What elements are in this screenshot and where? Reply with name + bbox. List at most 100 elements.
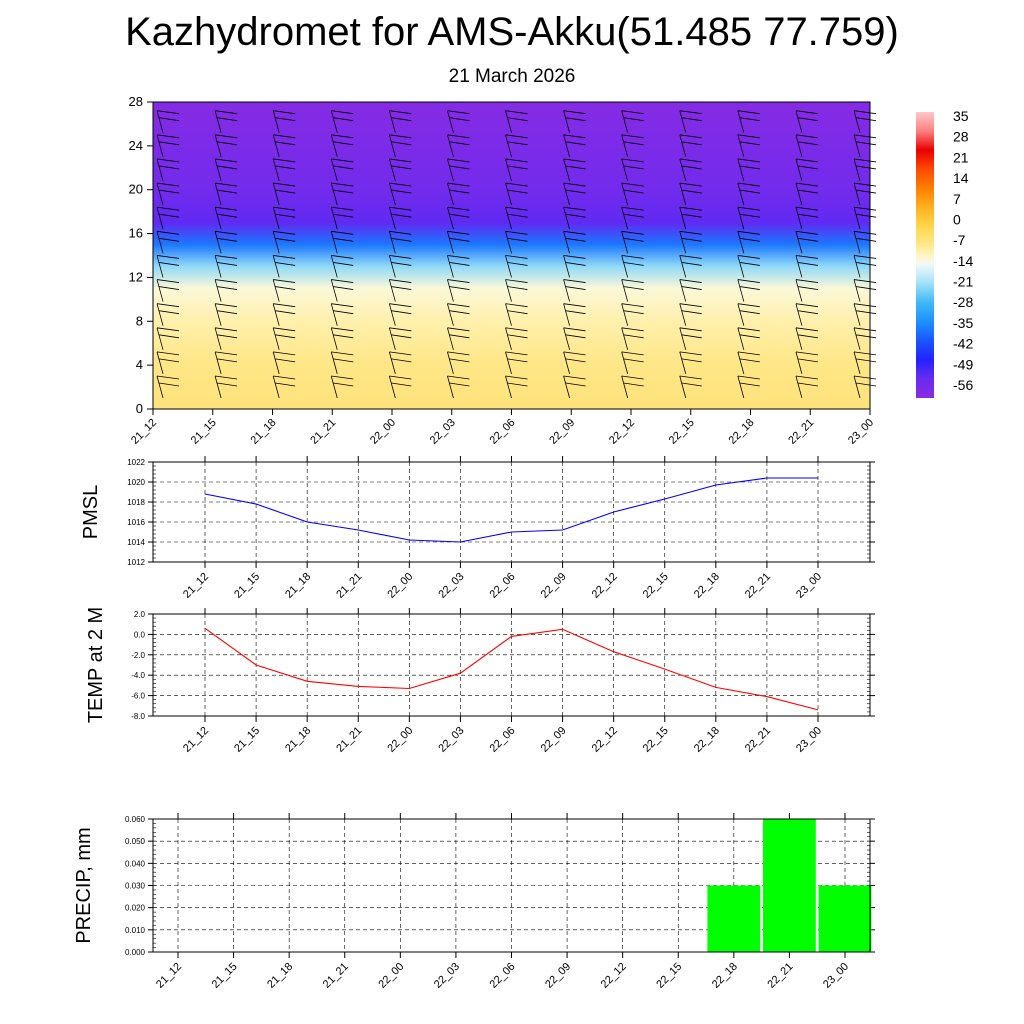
y-tick-label: 0.010 (125, 926, 146, 935)
wind-barb (563, 327, 586, 350)
y-tick-label: 2.0 (134, 610, 146, 619)
wind-barb (272, 327, 296, 350)
wind-barb (621, 255, 644, 278)
wind-barb (621, 375, 644, 399)
wind-barb (679, 110, 702, 133)
wind-barb (853, 110, 877, 133)
wind-barb (737, 351, 760, 375)
x-tick-label: 22_18 (692, 725, 722, 755)
wind-barb (388, 134, 412, 157)
wind-barb (156, 182, 180, 206)
wind-barb (795, 351, 818, 375)
wind-barb (388, 375, 412, 399)
wind-barb (156, 375, 180, 399)
y-axis-label: PRECIP, mm (73, 827, 95, 943)
wind-barb (214, 206, 238, 230)
wind-barb (795, 158, 818, 182)
cross-section-panel: 0 4 8 12 16 20 24 28 21_12 21_15 21_18 21_21 22_00 22… (129, 94, 877, 447)
x-tick-label: 22_09 (539, 571, 569, 601)
wind-barb (737, 327, 760, 350)
precip-bar (763, 819, 816, 952)
wind-barb (563, 206, 586, 230)
wind-barb (563, 158, 586, 182)
wind-barb (853, 375, 877, 399)
wind-barb (505, 110, 528, 133)
plot-frame (152, 818, 871, 953)
colorbar-label: -42 (953, 336, 973, 352)
y-tick-label: 16 (129, 226, 143, 241)
wind-barb (563, 279, 586, 302)
wind-barb (563, 110, 586, 133)
x-tick-label: 22_00 (385, 725, 415, 755)
x-tick-label: 22_12 (607, 417, 637, 447)
x-tick-label: 22_09 (543, 961, 573, 991)
wind-barb (563, 351, 586, 375)
colorbar-label: -35 (953, 315, 973, 331)
x-tick-label: 21_18 (283, 725, 313, 755)
x-tick-label: 22_21 (743, 725, 773, 755)
y-tick-label: 4 (136, 357, 143, 372)
y-tick-label: 1014 (127, 538, 145, 547)
wind-barb (795, 206, 818, 230)
wind-barb (679, 255, 702, 278)
x-tick-label: 21_12 (181, 571, 211, 601)
y-tick-label: -6.0 (131, 692, 145, 701)
wind-barb (447, 182, 470, 206)
plot-frame (152, 613, 871, 717)
wind-barb (156, 351, 180, 375)
wind-barb (330, 351, 354, 375)
wind-barb (853, 206, 877, 230)
x-tick-label: 21_15 (232, 725, 262, 755)
y-tick-label: 0.020 (125, 904, 146, 913)
x-tick-label: 22_00 (368, 417, 398, 447)
wind-barb (621, 206, 644, 230)
y-tick-label: 0 (136, 401, 143, 416)
colorbar: 35 28 21 14 7 0 -7 -14 -21 -28 -35 -42 -49 -56 (916, 108, 973, 398)
x-tick-label: 21_21 (334, 571, 364, 601)
x-tick-label: 22_15 (654, 961, 684, 991)
wind-barb (737, 303, 760, 326)
wind-barb (330, 375, 354, 399)
wind-barb (330, 255, 354, 278)
wind-barb (737, 375, 760, 399)
wind-barb (330, 206, 354, 230)
wind-barb (447, 206, 470, 230)
colorbar-label: 7 (953, 191, 961, 207)
x-tick-label: 21_12 (129, 417, 159, 447)
wind-barb (447, 351, 470, 375)
wind-barb (447, 375, 470, 399)
x-tick-label: 22_06 (488, 961, 518, 991)
wind-barb (795, 134, 818, 157)
wind-barb (156, 134, 180, 157)
wind-barb (330, 134, 354, 157)
wind-barb (388, 351, 412, 375)
wind-barb (272, 182, 296, 206)
x-tick-label: 22_00 (385, 571, 415, 601)
wind-barb (679, 134, 702, 157)
wind-barb (330, 182, 354, 206)
pmsl-panel: 1012 1014 1016 1018 1020 1022 21_12 21_15 21_18 2… (80, 456, 875, 601)
wind-barb (156, 255, 180, 278)
wind-barb (679, 375, 702, 399)
wind-barb (737, 230, 760, 254)
wind-barb (621, 158, 644, 182)
wind-barb (679, 158, 702, 182)
temp-panel: -8.0 -6.0 -4.0 -2.0 0.0 2.0 21_12 21_15 21_18 21_… (85, 607, 875, 755)
x-tick-label: 22_15 (667, 417, 697, 447)
wind-barb (679, 230, 702, 254)
y-tick-label: 8 (136, 313, 143, 328)
x-tick-label: 22_12 (590, 725, 620, 755)
x-tick-label: 22_18 (710, 961, 740, 991)
wind-barb (795, 303, 818, 326)
wind-barb (272, 375, 296, 399)
wind-barb (447, 255, 470, 278)
wind-barb (853, 182, 877, 206)
wind-barb (214, 375, 238, 399)
wind-barb (156, 230, 180, 254)
y-tick-label: 0.050 (125, 837, 146, 846)
wind-barb (563, 230, 586, 254)
wind-barb (156, 279, 180, 302)
wind-barb (737, 134, 760, 157)
wind-barb (621, 182, 644, 206)
wind-barb (272, 279, 296, 302)
